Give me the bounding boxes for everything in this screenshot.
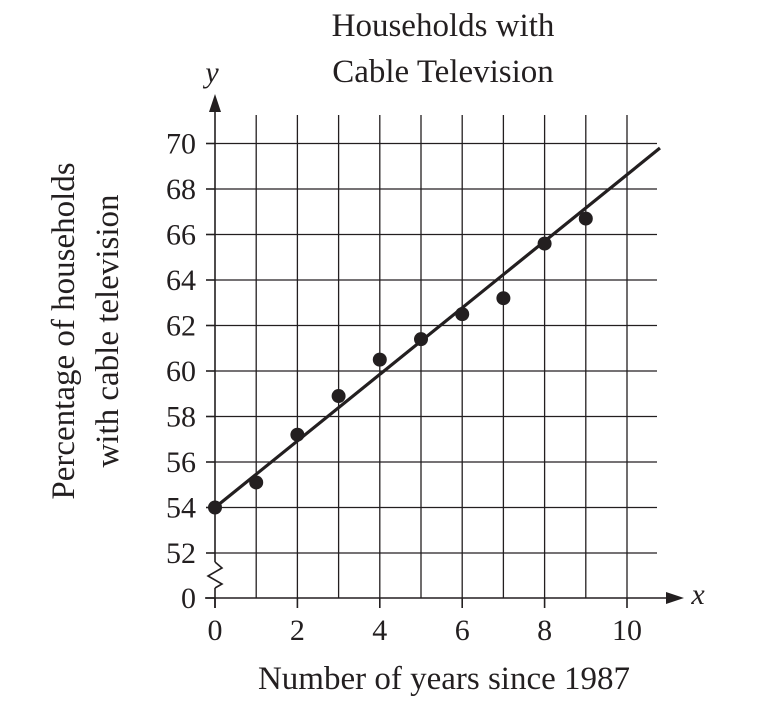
data-point bbox=[249, 475, 264, 490]
x-tick-label: 0 bbox=[208, 614, 223, 647]
chart-title-line-1: Households with bbox=[332, 8, 555, 44]
line-of-best-fit bbox=[213, 146, 661, 509]
y-tick-label: 54 bbox=[166, 492, 196, 525]
chart-title-line-2: Cable Television bbox=[332, 54, 554, 90]
data-point bbox=[578, 211, 593, 226]
x-tick-label: 6 bbox=[455, 614, 470, 647]
y-axis-variable: y bbox=[202, 56, 219, 89]
x-tick-label: 10 bbox=[612, 614, 642, 647]
y-tick-label: 60 bbox=[166, 355, 196, 388]
axes bbox=[205, 94, 684, 608]
data-point bbox=[290, 427, 305, 442]
y-tick-label: 56 bbox=[166, 446, 196, 479]
x-axis-label: Number of years since 1987 bbox=[258, 661, 630, 697]
data-point bbox=[208, 500, 222, 515]
x-axis-variable: x bbox=[690, 578, 705, 611]
y-tick-label: 62 bbox=[166, 310, 196, 343]
data-point bbox=[414, 332, 428, 347]
data-points bbox=[208, 211, 593, 515]
y-axis-label-line-2: with cable television bbox=[90, 194, 126, 467]
y-tick-label: 64 bbox=[166, 264, 196, 297]
x-tick-label: 2 bbox=[290, 614, 305, 647]
y-tick-label: 66 bbox=[166, 219, 196, 252]
data-point bbox=[496, 291, 511, 306]
data-point bbox=[372, 352, 387, 367]
data-point bbox=[331, 389, 346, 404]
y-axis-break bbox=[206, 561, 224, 589]
y-tick-label: 52 bbox=[166, 537, 196, 570]
data-point bbox=[455, 307, 470, 322]
fit-line-group bbox=[213, 146, 661, 509]
y-tick-label: 68 bbox=[166, 173, 196, 206]
x-tick-label: 4 bbox=[372, 614, 387, 647]
y-tick-label: 70 bbox=[166, 128, 196, 161]
y-axis-arrow bbox=[209, 94, 221, 112]
y-tick-label: 58 bbox=[166, 401, 196, 434]
x-axis-arrow bbox=[666, 592, 684, 604]
data-point bbox=[537, 236, 552, 251]
y-axis-label-line-1: Percentage of households bbox=[46, 162, 82, 499]
x-tick-label: 8 bbox=[537, 614, 552, 647]
y-tick-label: 0 bbox=[181, 582, 196, 615]
grid bbox=[215, 115, 657, 598]
